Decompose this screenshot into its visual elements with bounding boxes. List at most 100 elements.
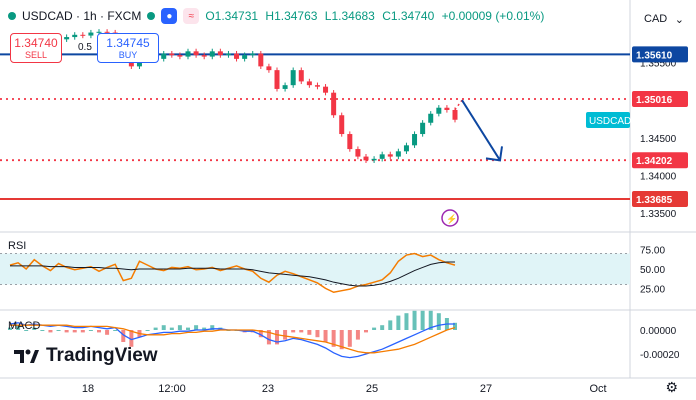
buy-price: 1.34745: [106, 36, 150, 50]
rsi-line: [9, 252, 456, 294]
macd-histogram-bar: [161, 325, 166, 330]
macd-histogram-bar: [404, 313, 409, 330]
candle-body: [274, 70, 280, 89]
macd-histogram-bar: [145, 330, 150, 331]
buy-button[interactable]: 1.34745 BUY: [97, 33, 159, 63]
candle-body: [96, 31, 102, 33]
macd-histogram-bar: [64, 330, 69, 333]
macd-histogram-bar: [372, 327, 377, 330]
sell-button[interactable]: 1.34740 SELL: [10, 33, 62, 63]
candle-body: [412, 134, 418, 146]
time-tick-label: 23: [262, 383, 274, 395]
market-open-icon: [147, 12, 156, 20]
candle-body: [452, 109, 458, 120]
macd-histogram-bar: [40, 330, 45, 331]
candle-body: [242, 55, 248, 59]
time-tick-label: 18: [82, 383, 94, 395]
macd-histogram-bar: [291, 330, 296, 333]
symbol-label[interactable]: USDCAD · 1h · FXCM: [22, 9, 142, 23]
macd-histogram-bar: [72, 330, 77, 333]
macd-histogram-bar: [97, 330, 101, 333]
price-level-label: 1.34202: [636, 156, 673, 167]
candle-body: [347, 134, 353, 150]
macd-histogram-bar: [258, 330, 263, 338]
macd-histogram-bar: [202, 327, 207, 330]
macd-histogram-bar: [315, 330, 320, 338]
candle-body: [339, 115, 345, 135]
candle-body: [266, 66, 272, 71]
macd-histogram-bar: [56, 330, 61, 331]
macd-histogram-bar: [364, 330, 368, 333]
high-value: H1.34763: [265, 9, 318, 23]
candle-body: [225, 53, 231, 56]
price-level-tag: [632, 191, 688, 208]
macd-histogram-bar: [436, 313, 441, 330]
rsi-ma-line: [10, 261, 455, 287]
candle-body: [104, 31, 110, 33]
macd-histogram-bar: [177, 325, 182, 330]
market-status-icon: [8, 12, 16, 20]
candle-body: [331, 92, 337, 116]
candle-body: [298, 70, 304, 82]
candle-body: [371, 158, 377, 161]
candle-body: [323, 86, 329, 93]
candle-body: [428, 113, 434, 123]
candle-body: [282, 85, 288, 89]
macd-histogram-bar: [88, 330, 93, 331]
macd-histogram-bar: [80, 330, 85, 333]
macd-histogram-bar: [420, 310, 425, 330]
candle-body: [88, 32, 94, 36]
price-level-tag: [632, 46, 688, 63]
candle-body: [234, 53, 240, 59]
macd-pane-label: MACD: [8, 320, 41, 332]
macd-histogram-bar: [307, 330, 312, 335]
time-tick-label: 12:00: [158, 383, 186, 395]
sell-price: 1.34740: [14, 36, 58, 50]
time-tick-label: 27: [480, 383, 492, 395]
lightning-icon: ⚡: [446, 213, 457, 225]
macd-histogram-bar: [388, 320, 393, 330]
candle-body: [355, 149, 361, 157]
macd-histogram-bar: [331, 330, 336, 347]
macd-histogram-bar: [121, 330, 126, 342]
macd-histogram-bar: [323, 330, 328, 342]
macd-histogram-bar: [113, 330, 118, 331]
price-level-label: 1.33685: [636, 195, 673, 206]
tradingview-icon: [14, 349, 39, 363]
projection-dotted-line: [454, 99, 463, 111]
projection-arrow-line: [461, 99, 501, 161]
eye-icon[interactable]: ●: [161, 8, 178, 24]
macd-histogram-bar: [275, 330, 279, 345]
time-tick-label: 25: [366, 383, 378, 395]
candle-body: [161, 53, 167, 59]
macd-histogram-bar: [32, 327, 37, 330]
candle-body: [250, 53, 256, 56]
macd-histogram-bar: [8, 327, 12, 330]
candle-body: [363, 156, 369, 161]
macd-histogram-bar: [169, 327, 174, 330]
chevron-down-icon: ⌄: [674, 13, 684, 26]
currency-selector[interactable]: CAD ⌄: [640, 10, 688, 28]
candle-body: [209, 51, 215, 57]
candle-body: [403, 145, 409, 152]
candle-body: [217, 51, 223, 56]
macd-histogram-bar: [428, 310, 433, 330]
candle-body: [395, 151, 401, 157]
macd-histogram-bar: [48, 330, 53, 333]
macd-histogram-bar: [396, 315, 401, 330]
candle-body: [169, 53, 175, 56]
settings-icon[interactable]: ⚙: [665, 379, 678, 395]
buy-label: BUY: [118, 50, 138, 60]
macd-tick-label: 0.00000: [640, 326, 677, 337]
change-value: +0.00009 (+0.01%): [441, 9, 545, 23]
time-tick-label: Oct: [589, 383, 606, 395]
symbol-tag-label: USDCAD: [589, 116, 631, 127]
price-level-label: 1.35610: [636, 50, 673, 61]
macd-histogram-bar: [266, 330, 271, 345]
candle-body: [306, 81, 312, 86]
macd-histogram-bar: [299, 330, 304, 333]
indicator-icon[interactable]: ≈: [183, 8, 200, 24]
price-tick-label: 1.34000: [640, 171, 677, 182]
candle-body: [193, 51, 199, 56]
